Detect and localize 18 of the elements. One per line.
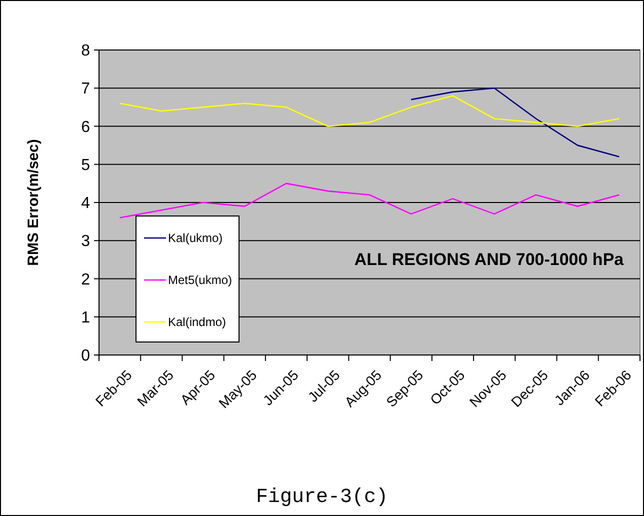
line-series [119,95,620,127]
y-tick-label: 2 [81,271,90,288]
legend-label: Kal(ukmo) [168,231,223,246]
line-series [410,87,620,158]
y-tick-label: 4 [81,195,90,212]
y-tick-label: 6 [81,118,90,136]
legend-label: Kal(indmo) [168,315,226,330]
text: Figure-3(c) [256,486,388,509]
y-tick-label: 1 [81,309,90,326]
y-tick-label: 5 [81,156,90,174]
line-series [119,182,620,218]
y-tick-label: 0 [81,348,90,365]
y-tick-label: 3 [81,233,90,250]
y-tick-label: 8 [81,42,90,60]
legend-label: Met5(ukmo) [168,273,232,288]
annotation: ALL REGIONS AND 700-1000 hPa [354,250,624,269]
y-tick-label: 7 [81,80,90,98]
y-axis-title: RMS Error(m/sec) [25,139,42,266]
